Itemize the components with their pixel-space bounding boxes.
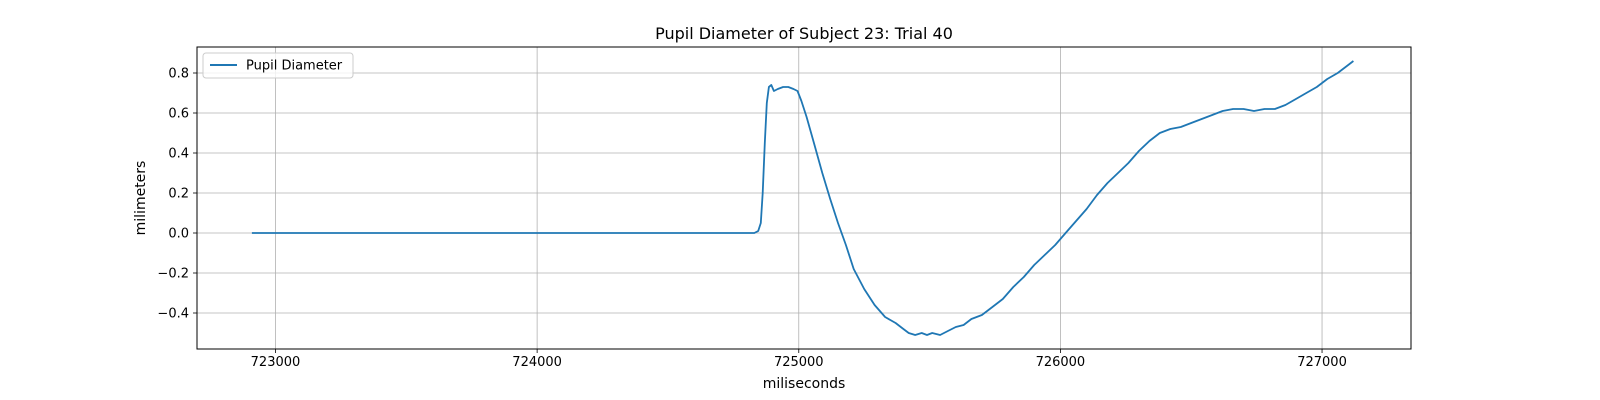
x-tick-label: 725000 [774,355,824,370]
series-lines [251,60,1354,336]
y-tick-label: −0.2 [157,267,189,282]
y-tick-label: 0.2 [168,187,189,202]
axis-ticks: 723000 724000 725000 726000 727000 −0.4 −0.2 0.… [157,67,1346,371]
x-tick-label: 723000 [251,355,301,370]
plot-frame [196,46,1412,350]
y-tick-label: 0.6 [168,107,189,122]
x-tick-label: 724000 [512,355,562,370]
y-axis-title: milimeters [133,161,149,236]
legend-label-pupil-diameter: Pupil Diameter [246,59,343,74]
y-tick-label: 0.8 [168,67,189,82]
y-tick-label: −0.4 [157,307,189,322]
x-tick-label: 727000 [1297,355,1347,370]
y-tick-label: 0.0 [168,227,189,242]
series-line-pupil-diameter [251,60,1354,336]
y-tick-label: 0.4 [168,147,189,162]
x-tick-label: 726000 [1036,355,1086,370]
legend: Pupil Diameter [202,52,354,79]
x-axis-title: miliseconds [763,376,846,392]
legend-box [202,52,354,79]
chart-title: Pupil Diameter of Subject 23: Trial 40 [655,24,953,43]
